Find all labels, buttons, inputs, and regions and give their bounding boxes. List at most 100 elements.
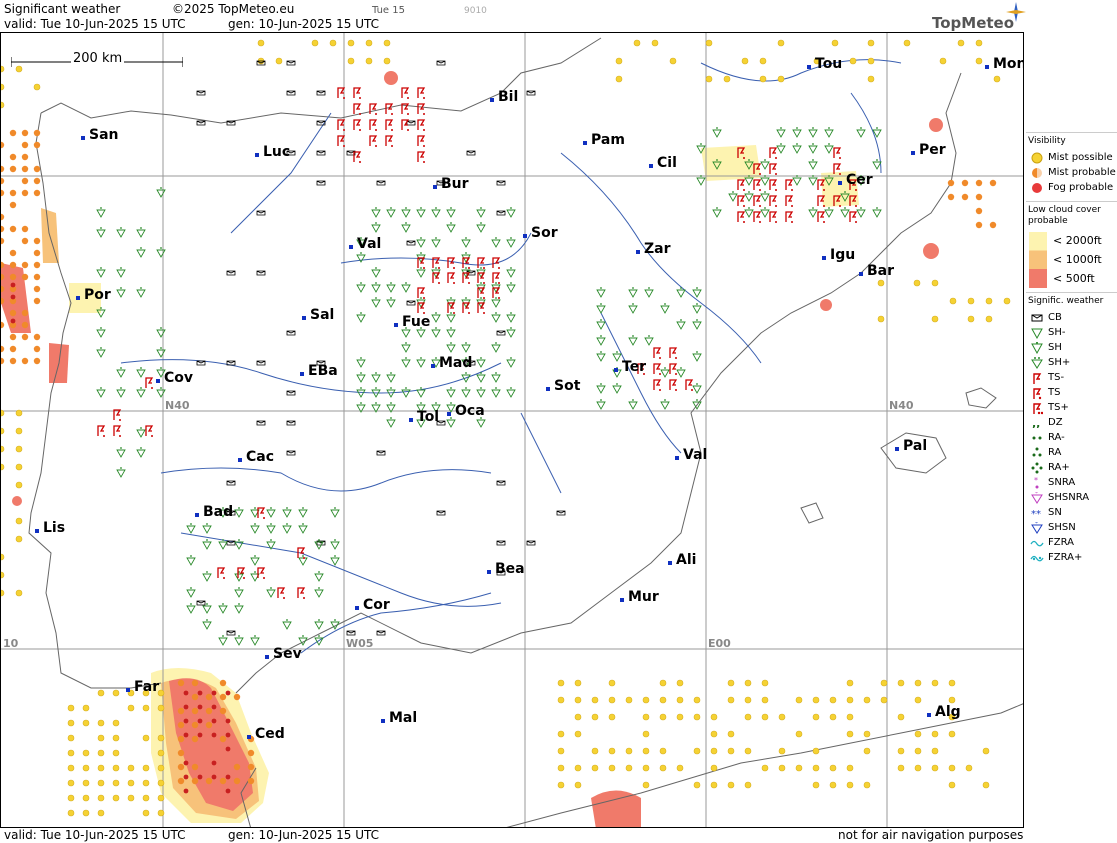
legend-item-shsn: * SHSN <box>1026 520 1117 535</box>
grid-label-e00: E00 <box>708 637 731 650</box>
legend-item-shsnra: * SHSNRA <box>1026 490 1117 505</box>
city-label: Cor <box>355 598 390 612</box>
city-label: Sal <box>302 308 334 322</box>
city-label: Per <box>911 143 946 157</box>
legend-item-sh-minus: SH- <box>1026 325 1117 340</box>
city-label: Sot <box>546 379 580 393</box>
chart-title: Significant weather <box>4 2 121 16</box>
valid-time: valid: Tue 10-Jun-2025 15 UTC <box>4 17 186 31</box>
weather-symbol-icon <box>1029 386 1045 400</box>
city-label: Ter <box>614 360 646 374</box>
city-label: Sev <box>265 647 302 661</box>
legend-item-cb: CB <box>1026 310 1117 325</box>
copyright: ©2025 TopMeteo.eu <box>172 2 295 16</box>
city-label: Pam <box>583 133 625 147</box>
grid-label-w10: 10 <box>3 637 19 650</box>
city-label: Zar <box>636 242 671 256</box>
legend-mist-possible: Mist possible <box>1026 150 1117 165</box>
mist-probable-icon <box>1029 166 1045 180</box>
legend-item-ts: TS <box>1026 385 1117 400</box>
city-label: Fue <box>394 315 430 329</box>
legend-mist-probable: Mist probable <box>1026 165 1117 180</box>
footer-disclaimer: not for air navigation purposes <box>838 828 1024 842</box>
city-label: Bar <box>859 264 894 278</box>
weather-symbol-icon: ,, <box>1029 416 1045 430</box>
lat-lon-grid <box>1 33 1023 827</box>
city-label: Oca <box>447 404 485 418</box>
grid-label-w05: W05 <box>346 637 374 650</box>
compass-icon <box>1006 2 1026 22</box>
legend-item-sn: ** SN <box>1029 506 1062 520</box>
footer-gen-time: gen: 10-Jun-2025 15 UTC <box>228 828 380 842</box>
grid-label-n40-west: N40 <box>165 399 190 412</box>
legend-fog-probable: Fog probable <box>1026 180 1117 195</box>
weather-map: 200 km N40 N40 W05 E00 10 Tou Mon Bil Pa… <box>0 32 1024 828</box>
svg-text:*: * <box>1035 522 1038 527</box>
city-label: Cov <box>156 371 193 385</box>
map-canvas <box>1 33 1023 827</box>
legend-item-ts-minusplus: TS+ <box>1026 400 1117 415</box>
day-label: Tue 15 <box>372 5 405 16</box>
city-label: Alg <box>927 705 961 719</box>
legend-item-sh-minusplus: SH+ <box>1026 355 1117 370</box>
low-cloud-areas <box>1 71 943 827</box>
city-label: Far <box>126 680 159 694</box>
city-label: Sor <box>523 226 558 240</box>
legend-item-fzra-minusplus: FZRA+ <box>1026 550 1117 565</box>
footer-valid-time: valid: Tue 10-Jun-2025 15 UTC <box>4 828 186 842</box>
city-label: Igu <box>822 248 855 262</box>
city-label: Bad <box>195 505 233 519</box>
weather-symbol-icon <box>1029 461 1045 475</box>
city-label: Mon <box>985 57 1023 71</box>
rivers <box>120 112 762 654</box>
legend-visibility-title: Visibility <box>1026 132 1117 150</box>
weather-symbol-icon <box>1029 371 1045 385</box>
city-label: Val <box>349 237 381 251</box>
city-label: Bur <box>433 177 469 191</box>
weather-symbol-icon: ** <box>1029 506 1045 520</box>
weather-symbol-icon: * <box>1029 521 1045 535</box>
city-label: Mad <box>431 356 472 370</box>
city-label: San <box>81 128 119 142</box>
city-label: Ced <box>247 727 285 741</box>
city-label: Tou <box>807 57 842 71</box>
city-label: Por <box>76 288 111 302</box>
weather-symbol-icon <box>1029 431 1045 445</box>
legend-item-fzra: FZRA <box>1026 535 1117 550</box>
svg-text:*: * <box>1034 477 1038 485</box>
city-label: Cil <box>649 156 677 170</box>
city-label: Cer <box>838 173 873 187</box>
legend-item-ra-minusplus: RA+ <box>1026 460 1117 475</box>
legend-item-ra-minus: RA- <box>1026 430 1117 445</box>
city-label: Ali <box>668 553 696 567</box>
city-label: Mur <box>620 590 659 604</box>
legend-item-ts-minus: TS- <box>1026 370 1117 385</box>
topmeteo-logo: TopMeteo <box>932 14 1015 32</box>
legend-item-dz: ,, DZ <box>1026 415 1117 430</box>
code-label: 9010 <box>464 6 487 16</box>
weather-symbol-icon: * <box>1029 476 1045 490</box>
grid-label-n40-east: N40 <box>889 399 914 412</box>
city-label: Lis <box>35 521 65 535</box>
gen-time: gen: 10-Jun-2025 15 UTC <box>228 17 380 31</box>
scale-bar: 200 km <box>11 51 183 67</box>
weather-symbol-icon <box>1029 401 1045 415</box>
svg-text:,,: ,, <box>1032 418 1040 428</box>
legend-item-sh: SH <box>1026 340 1117 355</box>
city-label: Cac <box>238 450 274 464</box>
legend-sigwx-title: Signific. weather <box>1026 292 1117 310</box>
weather-symbol-icon <box>1029 326 1045 340</box>
mist-possible-icon <box>1029 151 1045 165</box>
weather-symbol-icon <box>1029 356 1045 370</box>
weather-symbol-icon: * <box>1029 491 1045 505</box>
city-label: Bil <box>490 90 518 104</box>
weather-symbol-icon <box>1029 551 1045 565</box>
city-label: Mal <box>381 711 417 725</box>
scale-label: 200 km <box>71 51 125 66</box>
legend-item-snra: * SNRA <box>1026 475 1117 490</box>
svg-text:*: * <box>1035 492 1038 497</box>
legend-lowcloud-title: Low cloud cover probable <box>1026 201 1117 230</box>
city-label: Bea <box>487 562 525 576</box>
city-label: Tol <box>409 410 439 424</box>
weather-symbol-icon <box>1029 341 1045 355</box>
